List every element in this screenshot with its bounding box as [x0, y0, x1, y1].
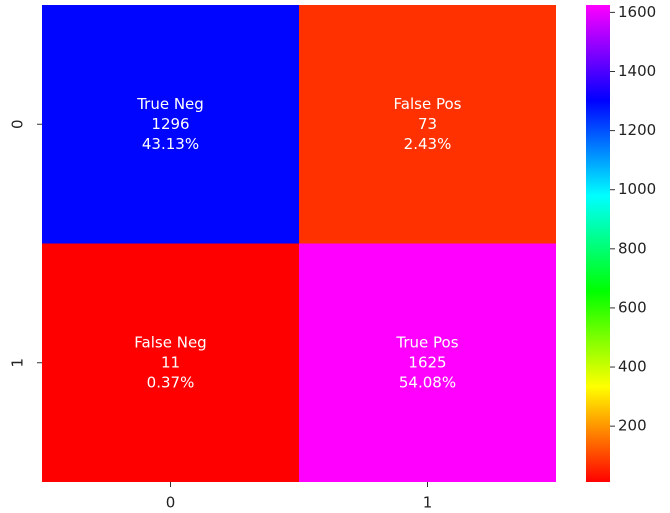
- cell-value: 11: [161, 353, 180, 371]
- cell-name: False Neg: [134, 333, 206, 351]
- cell-value: 73: [418, 115, 437, 133]
- heatmap-cell: [42, 243, 299, 482]
- cell-value: 1296: [151, 115, 189, 133]
- heatmap-cell: [299, 243, 556, 482]
- x-tick-label: 1: [423, 494, 433, 512]
- colorbar-tick-label: 800: [618, 239, 647, 257]
- cell-name: False Pos: [394, 95, 462, 113]
- colorbar-tick-label: 600: [618, 298, 647, 316]
- colorbar-tick-label: 200: [618, 417, 647, 435]
- colorbar-tick-label: 1200: [618, 121, 656, 139]
- cell-name: True Pos: [395, 333, 458, 351]
- cell-name: True Neg: [136, 95, 204, 113]
- y-tick-label: 0: [9, 119, 27, 129]
- cell-percent: 0.37%: [147, 373, 195, 391]
- cell-percent: 43.13%: [142, 135, 199, 153]
- colorbar-tick-label: 1400: [618, 62, 656, 80]
- y-tick-label: 1: [9, 358, 27, 368]
- colorbar-tick-label: 1600: [618, 3, 656, 21]
- colorbar-tick-label: 1000: [618, 180, 656, 198]
- colorbar: [586, 5, 610, 482]
- cell-value: 1625: [408, 353, 446, 371]
- cell-percent: 2.43%: [404, 135, 452, 153]
- heatmap-cell: [42, 5, 299, 244]
- x-tick-label: 0: [166, 494, 176, 512]
- colorbar-tick-label: 400: [618, 358, 647, 376]
- cell-percent: 54.08%: [399, 373, 456, 391]
- heatmap-cell: [299, 5, 556, 244]
